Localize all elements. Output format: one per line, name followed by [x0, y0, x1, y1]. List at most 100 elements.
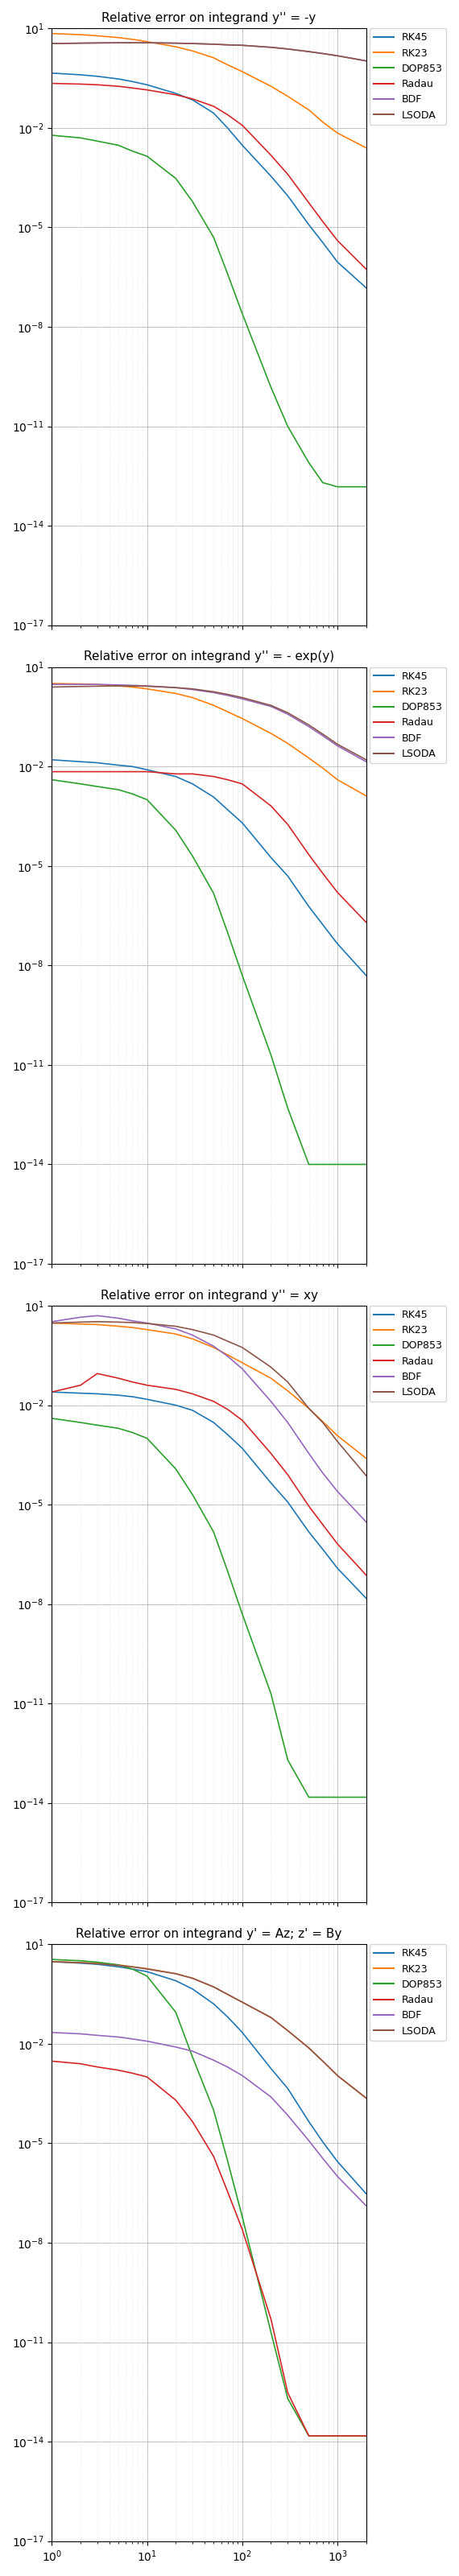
RK45 [211, 1989, 216, 2020]
DOP853 [95, 770, 100, 801]
DOP853 [129, 1953, 135, 1984]
Radau [129, 72, 135, 103]
RK23 [129, 1311, 135, 1342]
RK23 [144, 26, 150, 57]
LSODA [306, 36, 312, 67]
RK45 [268, 1468, 274, 1499]
RK45 [78, 59, 83, 90]
LSODA [240, 1986, 245, 2017]
RK45 [285, 860, 291, 891]
RK45 [335, 2146, 340, 2177]
RK23 [190, 36, 195, 67]
DOP853 [320, 1149, 325, 1180]
RK45 [173, 1388, 179, 1419]
BDF [173, 1314, 179, 1345]
RK23 [285, 729, 291, 760]
BDF [335, 732, 340, 762]
DOP853 [268, 371, 274, 402]
BDF [144, 2025, 150, 2056]
RK45 [49, 1947, 55, 1978]
LSODA [190, 28, 195, 59]
DOP853 [225, 258, 230, 289]
RK45 [285, 1486, 291, 1517]
RK23 [240, 1986, 245, 2017]
Line: BDF: BDF [52, 44, 366, 62]
BDF [95, 2020, 100, 2050]
BDF [190, 2035, 195, 2066]
Line: RK23: RK23 [52, 683, 366, 796]
LSODA [225, 680, 230, 711]
LSODA [49, 1947, 55, 1978]
RK45 [306, 891, 312, 922]
BDF [116, 670, 121, 701]
Radau [173, 80, 179, 111]
BDF [129, 28, 135, 59]
Radau [190, 82, 195, 113]
Radau [95, 757, 100, 788]
RK23 [306, 2032, 312, 2063]
Line: Radau: Radau [52, 2061, 366, 2437]
RK45 [211, 98, 216, 129]
RK45 [306, 2107, 312, 2138]
LSODA [211, 1319, 216, 1350]
RK23 [116, 23, 121, 54]
Radau [49, 757, 55, 788]
RK23 [190, 1324, 195, 1355]
Radau [116, 70, 121, 100]
DOP853 [306, 2421, 312, 2452]
RK23 [268, 70, 274, 100]
LSODA [364, 46, 369, 77]
Radau [268, 2303, 274, 2334]
Legend: RK45, RK23, DOP853, Radau, BDF, LSODA: RK45, RK23, DOP853, Radau, BDF, LSODA [369, 1306, 447, 1401]
BDF [364, 747, 369, 778]
Radau [144, 75, 150, 106]
BDF [320, 39, 325, 70]
RK23 [116, 670, 121, 701]
Radau [285, 1458, 291, 1489]
LSODA [190, 672, 195, 703]
RK45 [240, 1432, 245, 1463]
Radau [129, 1365, 135, 1396]
Radau [211, 1386, 216, 1417]
BDF [335, 1476, 340, 1507]
LSODA [306, 2032, 312, 2063]
RK45 [116, 1381, 121, 1412]
Radau [116, 1363, 121, 1394]
DOP853 [116, 129, 121, 160]
DOP853 [364, 1783, 369, 1814]
RK23 [190, 683, 195, 714]
RK23 [240, 1347, 245, 1378]
LSODA [211, 677, 216, 708]
BDF [240, 31, 245, 62]
DOP853 [116, 775, 121, 806]
Radau [95, 2050, 100, 2081]
Legend: RK45, RK23, DOP853, Radau, BDF, LSODA: RK45, RK23, DOP853, Radau, BDF, LSODA [369, 667, 447, 762]
DOP853 [95, 1947, 100, 1978]
Radau [335, 876, 340, 907]
BDF [49, 1306, 55, 1337]
RK45 [173, 1965, 179, 1996]
LSODA [173, 1311, 179, 1342]
Radau [78, 1370, 83, 1401]
BDF [129, 670, 135, 701]
RK23 [49, 18, 55, 49]
RK23 [335, 2061, 340, 2092]
DOP853 [335, 1149, 340, 1180]
DOP853 [268, 2316, 274, 2347]
RK45 [144, 755, 150, 786]
RK23 [144, 1953, 150, 1984]
RK45 [225, 793, 230, 824]
RK23 [320, 752, 325, 783]
BDF [320, 1458, 325, 1489]
BDF [173, 672, 179, 703]
BDF [268, 690, 274, 721]
BDF [211, 2045, 216, 2076]
DOP853 [116, 1950, 121, 1981]
RK23 [240, 703, 245, 734]
Radau [211, 760, 216, 791]
DOP853 [190, 2043, 195, 2074]
BDF [49, 2017, 55, 2048]
DOP853 [190, 840, 195, 871]
DOP853 [364, 1149, 369, 1180]
LSODA [116, 1306, 121, 1337]
